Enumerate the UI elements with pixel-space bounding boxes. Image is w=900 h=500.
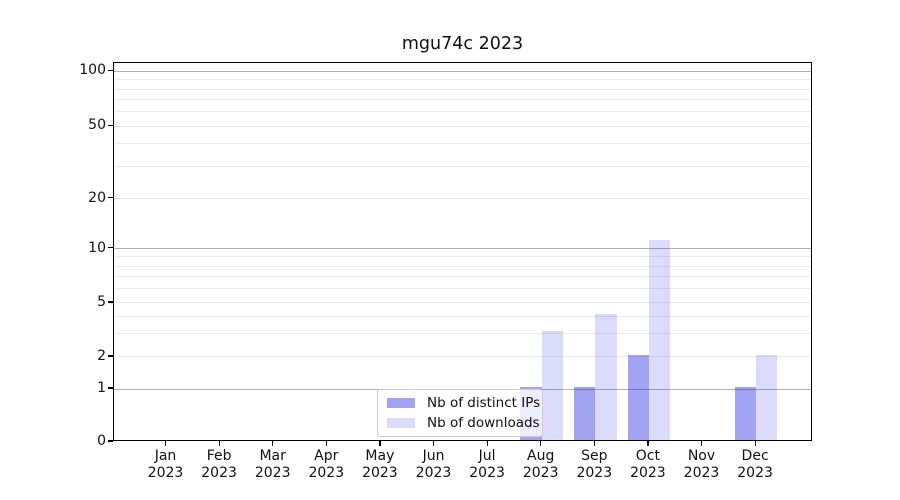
x-tick-label: Apr 2023 xyxy=(308,448,345,481)
bar-downloads xyxy=(541,331,564,440)
bar-downloads xyxy=(595,314,617,440)
y-tick-label: 20 xyxy=(88,189,106,206)
y-tick-label: 2 xyxy=(97,347,106,364)
gridline-minor xyxy=(114,302,811,304)
gridline-minor xyxy=(114,111,811,113)
legend-swatch-distinct-ips xyxy=(387,398,415,409)
gridline-minor xyxy=(114,198,811,200)
gridline-minor xyxy=(114,256,811,258)
x-axis-tick xyxy=(432,441,435,446)
gridline-minor xyxy=(114,166,811,168)
x-tick-label: Jan 2023 xyxy=(147,448,184,481)
x-tick-label: Aug 2023 xyxy=(522,448,559,481)
bar-distinct-ips xyxy=(627,355,649,440)
gridline-minor xyxy=(114,88,811,90)
y-axis-tick xyxy=(108,124,113,126)
y-axis-tick xyxy=(108,440,113,442)
x-axis-tick xyxy=(486,441,488,446)
x-axis-tick xyxy=(754,441,756,446)
y-tick-label: 10 xyxy=(88,239,106,256)
x-axis-tick xyxy=(540,441,542,446)
gridline-major xyxy=(114,70,811,72)
x-axis-tick xyxy=(218,441,220,446)
y-axis-tick xyxy=(108,247,113,249)
x-axis-tick xyxy=(325,441,327,446)
gridline-minor xyxy=(114,332,811,334)
x-tick-label: Sep 2023 xyxy=(576,448,613,481)
gridline-minor xyxy=(114,356,811,358)
x-tick-label: Jul 2023 xyxy=(469,448,505,481)
gridline-minor xyxy=(114,315,811,317)
gridline-minor xyxy=(114,265,811,267)
y-axis-tick xyxy=(108,355,113,357)
plot-area xyxy=(113,62,812,441)
bar-downloads xyxy=(756,355,778,440)
legend-entry: Nb of distinct IPs xyxy=(387,395,540,411)
x-tick-label: Jun 2023 xyxy=(415,448,452,481)
legend-swatch-downloads xyxy=(387,417,415,428)
x-axis-tick xyxy=(593,441,595,446)
x-axis-tick xyxy=(164,441,167,446)
gridline-minor xyxy=(114,276,811,278)
x-axis-tick xyxy=(379,441,381,446)
y-axis-tick xyxy=(108,197,113,199)
chart-title: mgu74c 2023 xyxy=(401,34,524,54)
bar-distinct-ips xyxy=(734,387,757,440)
x-axis-tick xyxy=(647,441,649,446)
y-tick-label: 0 xyxy=(97,433,106,449)
gridline-minor xyxy=(114,79,811,81)
gridline-minor xyxy=(114,125,811,127)
x-tick-label: Oct 2023 xyxy=(630,448,666,481)
x-axis-tick xyxy=(700,441,703,446)
x-tick-label: Feb 2023 xyxy=(201,448,237,481)
legend-entry: Nb of downloads xyxy=(387,415,540,431)
legend-box: Nb of distinct IPs Nb of downloads xyxy=(377,389,543,437)
x-tick-label: May 2023 xyxy=(362,448,398,481)
x-axis-tick xyxy=(272,441,274,446)
y-axis-tick xyxy=(108,301,113,303)
x-tick-label: Nov 2023 xyxy=(683,448,720,481)
y-tick-label: 5 xyxy=(97,293,106,310)
bar-downloads xyxy=(648,239,671,440)
y-tick-label: 50 xyxy=(88,117,106,134)
bar-distinct-ips xyxy=(573,387,596,440)
y-axis-tick xyxy=(108,387,113,389)
y-axis-tick xyxy=(108,69,113,72)
gridline-minor xyxy=(114,99,811,101)
legend-label: Nb of distinct IPs xyxy=(427,395,541,412)
x-tick-label: Dec 2023 xyxy=(737,448,773,481)
gridline-minor xyxy=(114,143,811,145)
x-tick-label: Mar 2023 xyxy=(254,448,291,481)
y-tick-label: 100 xyxy=(79,62,106,79)
y-tick-label: 1 xyxy=(97,380,106,397)
gridline-major xyxy=(114,248,811,250)
legend-label: Nb of downloads xyxy=(427,414,540,431)
gridline-minor xyxy=(114,288,811,290)
